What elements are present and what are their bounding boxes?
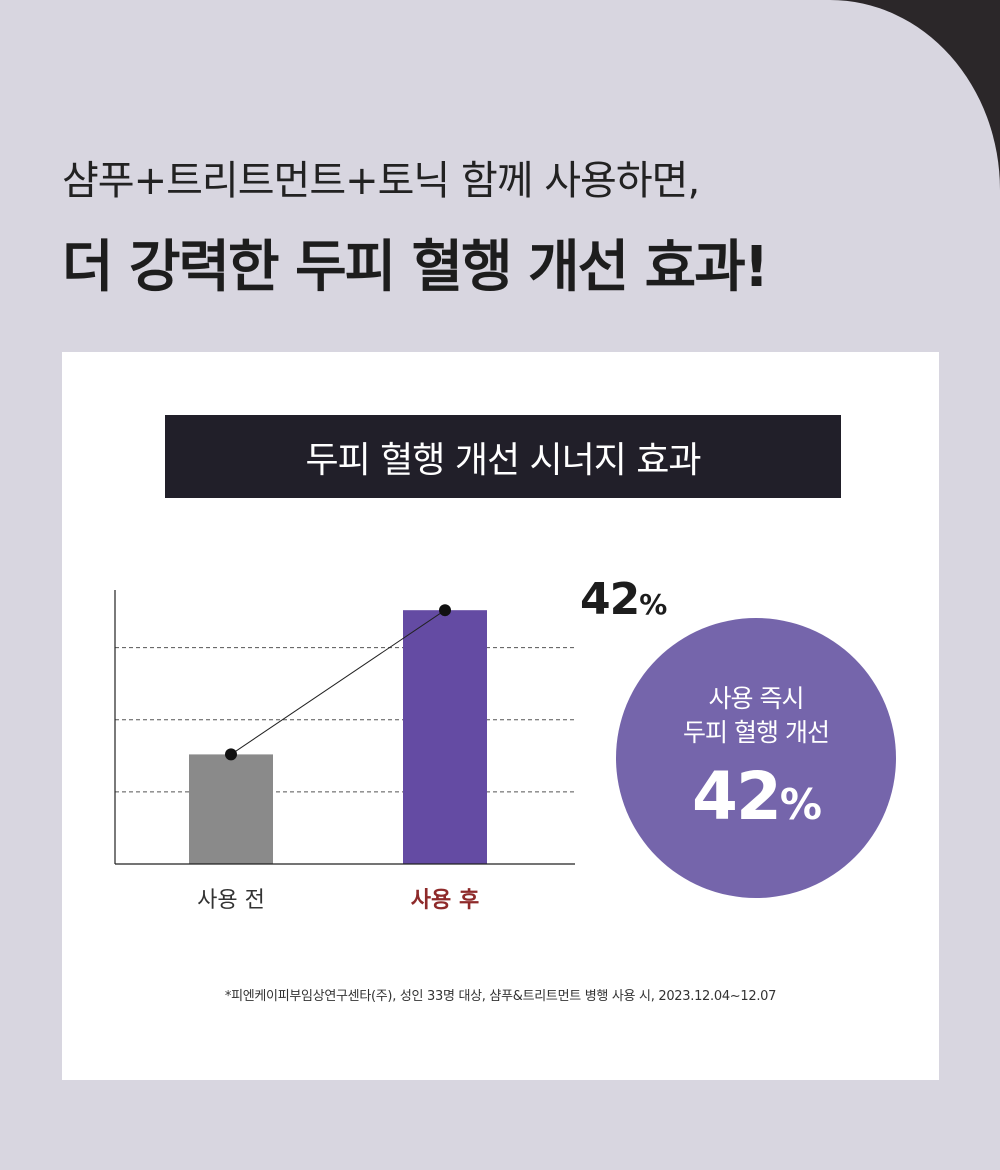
improvement-badge: 사용 즉시 두피 혈행 개선 42%: [616, 618, 896, 898]
after-value-label: 42%: [580, 574, 667, 625]
point-before: [225, 748, 237, 761]
chart-title-banner: 두피 혈행 개선 시너지 효과: [165, 415, 841, 498]
bar-1: [403, 610, 487, 864]
footnote: *피엔케이피부임상연구센타(주), 성인 33명 대상, 샴푸&트리트먼트 병행…: [224, 989, 777, 1004]
headline-subtitle: 샴푸+트리트먼트+토닉 함께 사용하면,: [62, 158, 700, 204]
badge-value-unit: %: [779, 779, 822, 829]
after-value-unit: %: [639, 588, 667, 621]
after-value-number: 42: [580, 574, 640, 625]
badge-line-2: 두피 혈행 개선: [683, 717, 830, 747]
corner-cutout: [800, 0, 1000, 220]
trend-line: [230, 609, 446, 755]
badge-value: 42%: [692, 757, 822, 835]
point-after: [439, 604, 451, 617]
bar-chart: [114, 590, 575, 865]
x-label-after: 사용 후: [410, 888, 480, 913]
corner-decoration: [800, 0, 1000, 220]
badge-line-1: 사용 즉시: [708, 683, 805, 713]
headline-title: 더 강력한 두피 혈행 개선 효과!: [62, 235, 769, 300]
bar-0: [189, 754, 273, 864]
x-label-before: 사용 전: [197, 888, 265, 913]
badge-value-number: 42: [692, 757, 782, 835]
result-card: 두피 혈행 개선 시너지 효과 사용 전 사용 후 42% 사용 즉시 두피 혈…: [62, 352, 939, 1080]
